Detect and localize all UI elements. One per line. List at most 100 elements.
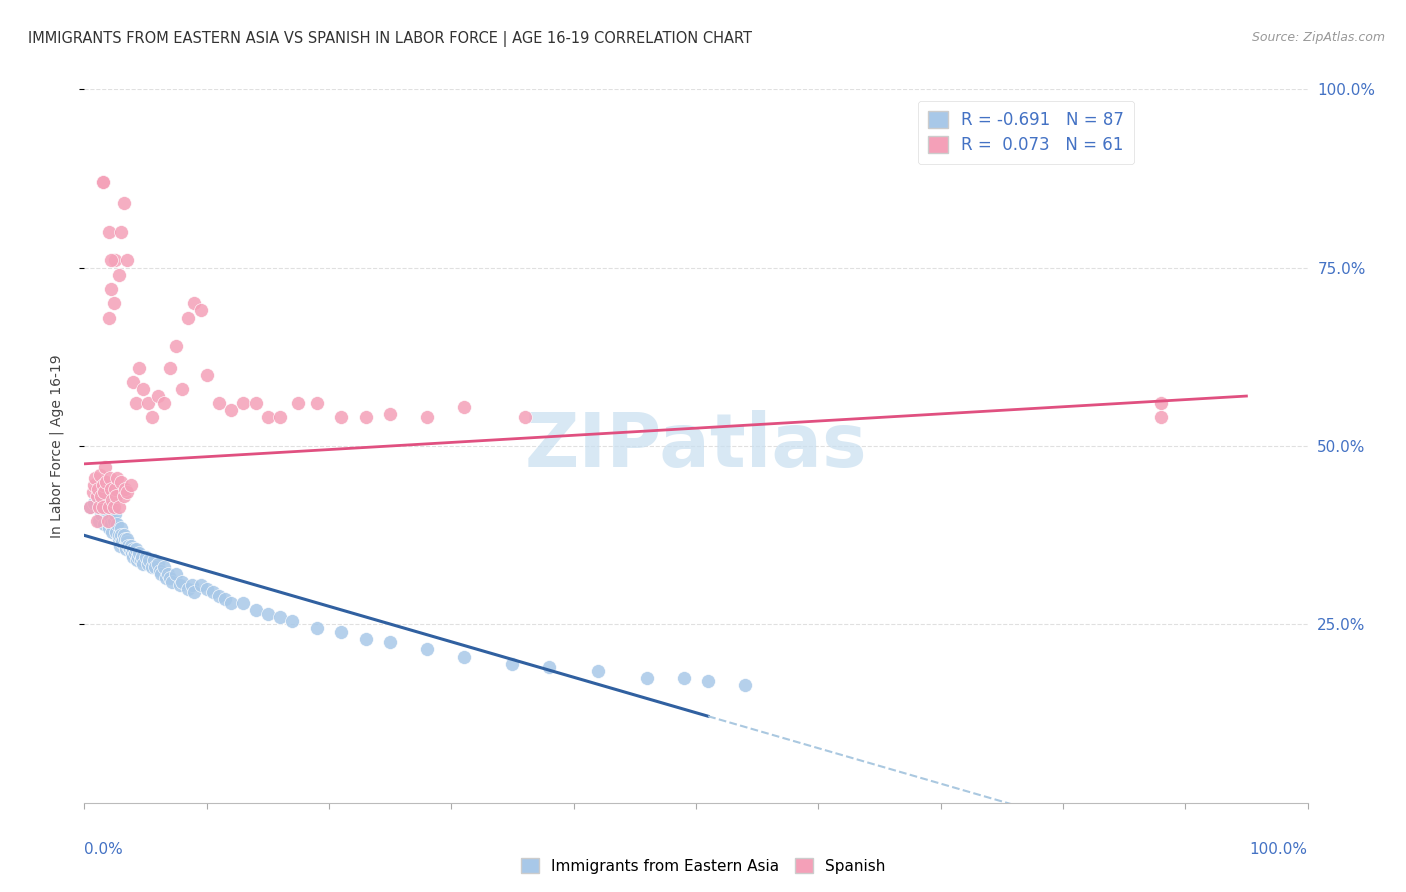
Point bbox=[165, 567, 187, 582]
Point bbox=[127, 549, 149, 564]
Point bbox=[111, 535, 134, 549]
Point bbox=[114, 532, 136, 546]
Point bbox=[98, 471, 121, 485]
Point bbox=[107, 532, 129, 546]
Point bbox=[97, 510, 120, 524]
Point bbox=[257, 607, 280, 621]
Point bbox=[115, 485, 138, 500]
Point bbox=[143, 553, 166, 567]
Legend: Immigrants from Eastern Asia, Spanish: Immigrants from Eastern Asia, Spanish bbox=[515, 852, 891, 880]
Point bbox=[97, 514, 120, 528]
Point bbox=[120, 478, 142, 492]
Point bbox=[104, 253, 127, 268]
Point bbox=[122, 375, 145, 389]
Point bbox=[129, 553, 152, 567]
Point bbox=[100, 482, 122, 496]
Point bbox=[190, 578, 212, 592]
Point bbox=[105, 524, 128, 539]
Point bbox=[91, 478, 114, 492]
Point bbox=[90, 507, 112, 521]
Point bbox=[219, 403, 242, 417]
Point bbox=[672, 671, 695, 685]
Point bbox=[112, 528, 135, 542]
Point bbox=[155, 571, 177, 585]
Point bbox=[181, 578, 204, 592]
Point bbox=[114, 482, 136, 496]
Point bbox=[190, 303, 212, 318]
Point bbox=[84, 471, 107, 485]
Point bbox=[132, 382, 155, 396]
Point bbox=[100, 253, 122, 268]
Point bbox=[183, 585, 205, 599]
Point bbox=[115, 253, 138, 268]
Point bbox=[115, 542, 138, 557]
Point bbox=[105, 489, 128, 503]
Point bbox=[586, 664, 609, 678]
Point bbox=[101, 492, 124, 507]
Legend: R = -0.691   N = 87, R =  0.073   N = 61: R = -0.691 N = 87, R = 0.073 N = 61 bbox=[918, 101, 1135, 164]
Point bbox=[1150, 410, 1173, 425]
Point bbox=[91, 492, 114, 507]
Y-axis label: In Labor Force | Age 16-19: In Labor Force | Age 16-19 bbox=[49, 354, 63, 538]
Point bbox=[177, 582, 200, 596]
Point bbox=[83, 478, 105, 492]
Point bbox=[104, 507, 127, 521]
Point bbox=[105, 517, 128, 532]
Point bbox=[117, 539, 139, 553]
Point bbox=[416, 410, 439, 425]
Point bbox=[94, 460, 117, 475]
Point bbox=[195, 582, 218, 596]
Point bbox=[125, 553, 148, 567]
Point bbox=[380, 635, 402, 649]
Point bbox=[89, 467, 111, 482]
Point bbox=[538, 660, 561, 674]
Point bbox=[107, 268, 129, 282]
Point bbox=[141, 560, 163, 574]
Point bbox=[97, 310, 120, 325]
Point bbox=[93, 517, 115, 532]
Point bbox=[79, 500, 101, 514]
Point bbox=[91, 175, 114, 189]
Point bbox=[110, 528, 132, 542]
Point bbox=[245, 603, 267, 617]
Point bbox=[208, 589, 231, 603]
Text: ZIPatlas: ZIPatlas bbox=[524, 409, 868, 483]
Point bbox=[453, 649, 475, 664]
Point bbox=[257, 410, 280, 425]
Point bbox=[91, 500, 114, 514]
Point bbox=[287, 396, 309, 410]
Point bbox=[177, 310, 200, 325]
Point bbox=[330, 624, 353, 639]
Point bbox=[208, 396, 231, 410]
Point bbox=[232, 596, 254, 610]
Point bbox=[110, 521, 132, 535]
Point bbox=[103, 500, 125, 514]
Text: Source: ZipAtlas.com: Source: ZipAtlas.com bbox=[1251, 31, 1385, 45]
Point bbox=[86, 514, 108, 528]
Point bbox=[195, 368, 218, 382]
Point bbox=[131, 549, 153, 564]
Point bbox=[115, 535, 138, 549]
Point bbox=[305, 621, 328, 635]
Point bbox=[128, 546, 150, 560]
Point bbox=[354, 632, 377, 646]
Point bbox=[86, 489, 108, 503]
Point bbox=[110, 225, 132, 239]
Point bbox=[87, 482, 110, 496]
Point bbox=[697, 674, 720, 689]
Point bbox=[105, 471, 128, 485]
Point bbox=[135, 549, 157, 564]
Point bbox=[165, 339, 187, 353]
Point bbox=[141, 410, 163, 425]
Point bbox=[146, 557, 169, 571]
Point bbox=[269, 410, 291, 425]
Point bbox=[146, 389, 169, 403]
Point bbox=[82, 485, 104, 500]
Text: 100.0%: 100.0% bbox=[1250, 842, 1308, 857]
Point bbox=[149, 564, 172, 578]
Point bbox=[159, 360, 181, 375]
Point bbox=[169, 578, 191, 592]
Point bbox=[636, 671, 658, 685]
Point bbox=[124, 546, 146, 560]
Point bbox=[120, 539, 142, 553]
